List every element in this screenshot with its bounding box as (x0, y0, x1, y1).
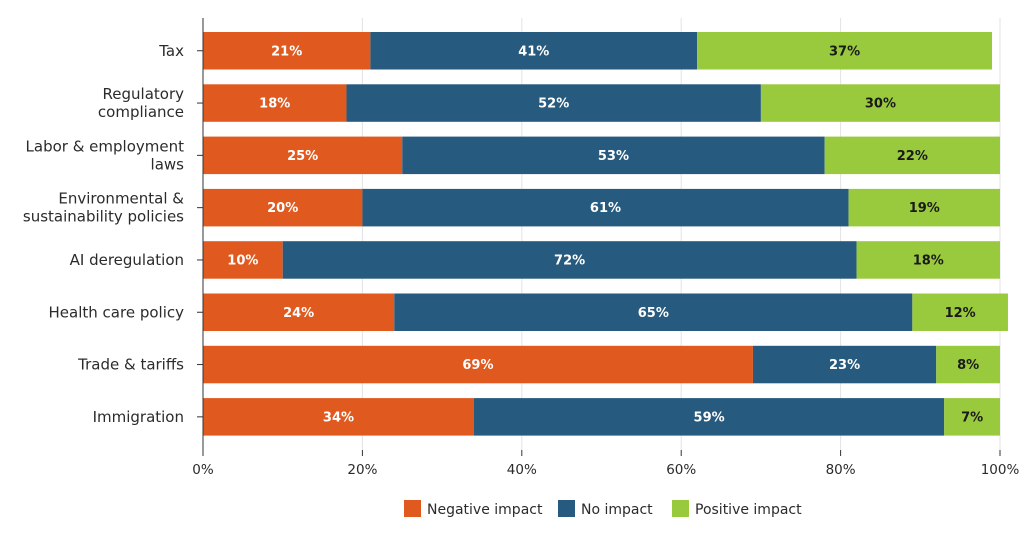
data-label: 21% (271, 44, 302, 59)
legend-swatch (558, 500, 575, 517)
category-label: Trade & tariffs (77, 356, 184, 374)
bar-segment (203, 84, 347, 122)
bar-segment (394, 293, 913, 331)
data-label: 61% (590, 201, 621, 216)
bar-segment (944, 398, 1000, 436)
category-label: compliance (98, 103, 184, 121)
bar-segment (203, 241, 283, 279)
data-label: 20% (267, 201, 298, 216)
gridlines (361, 18, 1001, 450)
category-label: sustainability policies (23, 208, 184, 226)
category-label: Environmental & (58, 190, 184, 208)
data-label: 25% (287, 149, 318, 164)
data-label: 59% (694, 410, 725, 425)
data-label: 18% (259, 97, 290, 112)
bar-segment (346, 84, 761, 122)
data-label: 19% (909, 201, 940, 216)
bar-segment (473, 398, 945, 436)
category-label: Tax (158, 42, 184, 60)
legend-label: Positive impact (695, 502, 802, 518)
legend-label: No impact (581, 502, 653, 518)
data-label: 34% (323, 410, 354, 425)
legend: Negative impact No impact Positive impact (404, 500, 802, 518)
data-label: 65% (638, 306, 669, 321)
data-label: 52% (538, 97, 569, 112)
category-label: AI deregulation (70, 251, 184, 269)
bar-segment (203, 32, 371, 70)
x-tick-label: 60% (666, 462, 696, 478)
bar-segment (282, 241, 857, 279)
bar-segment (203, 398, 474, 436)
data-label: 7% (961, 410, 983, 425)
bar-segment (203, 136, 403, 175)
category-label: Immigration (93, 408, 184, 426)
data-label: 23% (829, 358, 860, 373)
bar-segment (856, 241, 1000, 279)
category-label: Regulatory (103, 85, 185, 103)
x-tick-label: 0% (192, 462, 214, 478)
data-label: 41% (518, 44, 549, 59)
data-label: 24% (283, 306, 314, 321)
legend-swatch (404, 500, 421, 517)
data-label: 8% (957, 358, 979, 373)
bar-segment (362, 188, 849, 227)
data-label: 18% (913, 253, 944, 268)
category-label: Labor & employment (26, 137, 185, 155)
legend-swatch (672, 500, 689, 517)
data-label: 72% (554, 253, 585, 268)
data-label: 53% (598, 149, 629, 164)
bar-segment (848, 188, 1000, 227)
data-label: 12% (945, 306, 976, 321)
bar-segment (203, 188, 363, 227)
data-label: 10% (227, 253, 258, 268)
bar-segment (912, 293, 1008, 331)
bar-segment (402, 136, 825, 175)
data-label: 22% (897, 149, 928, 164)
bar-segment (752, 345, 937, 384)
bar-segment (760, 84, 1000, 122)
bar-segment (697, 32, 993, 70)
data-label: 69% (462, 358, 493, 373)
legend-label: Negative impact (427, 502, 543, 518)
category-label: Health care policy (49, 303, 185, 321)
data-label: 30% (865, 97, 896, 112)
x-tick-label: 80% (826, 462, 856, 478)
bar-segment (203, 345, 753, 384)
bar-segment (936, 345, 1000, 384)
bar-segment (370, 32, 698, 70)
bar-segment (824, 136, 1000, 175)
category-label: laws (151, 155, 185, 173)
bar-segment (203, 293, 395, 331)
x-tick-label: 40% (507, 462, 537, 478)
data-label: 37% (829, 44, 860, 59)
x-tick-label: 20% (347, 462, 377, 478)
x-tick-label: 100% (981, 462, 1020, 478)
bars: 21% 41% 37% 18% 52% 30% 25% 53% 22% 20% 61% 19% 10% 7… (203, 32, 1008, 436)
